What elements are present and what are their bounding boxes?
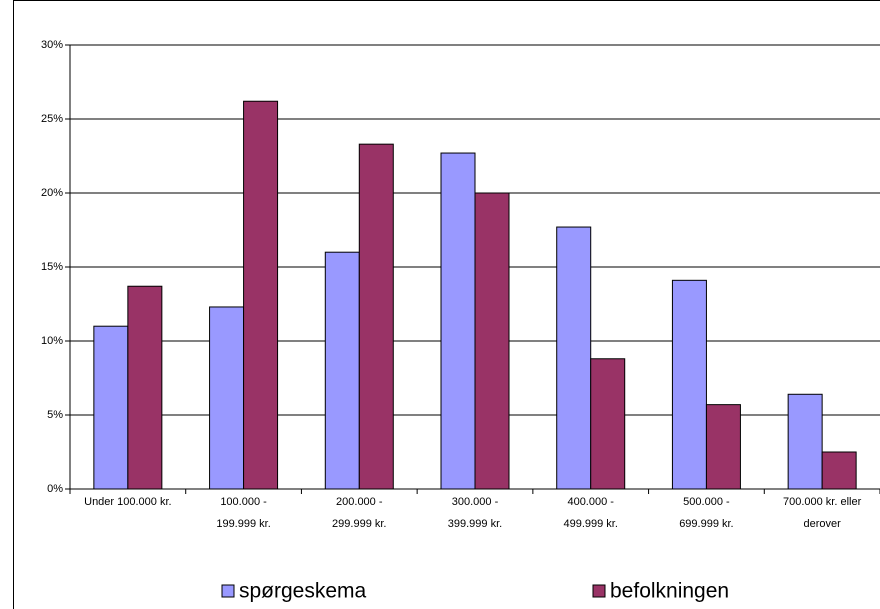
y-tick-label: 15% xyxy=(41,261,63,273)
bar xyxy=(821,451,857,490)
y-tick-label: 25% xyxy=(41,113,63,125)
x-tick-label: Under 100.000 kr. xyxy=(84,496,172,508)
bar xyxy=(358,143,394,490)
legend-swatch xyxy=(221,584,235,598)
y-tick-label: 10% xyxy=(41,335,63,347)
x-tick-label: 200.000 - 299.999 kr. xyxy=(332,496,387,530)
bar xyxy=(209,306,245,490)
bar xyxy=(93,325,129,490)
bar xyxy=(243,100,279,490)
x-tick-label: 700.000 kr. eller derover xyxy=(782,496,862,530)
x-tick-label: 500.000 - 699.999 kr. xyxy=(679,496,734,530)
x-tick-label: 400.000 - 499.999 kr. xyxy=(563,496,618,530)
bar xyxy=(787,393,823,490)
y-tick-label: 0% xyxy=(47,483,63,495)
bar xyxy=(440,152,476,490)
bar xyxy=(474,192,510,490)
x-tick-label: 300.000 - 399.999 kr. xyxy=(447,496,503,530)
legend-label: befolkningen xyxy=(610,580,729,603)
chart-frame xyxy=(13,0,880,609)
y-tick-label: 20% xyxy=(41,187,63,199)
bar xyxy=(590,358,626,490)
legend-swatch xyxy=(592,584,606,598)
bar xyxy=(556,226,592,490)
legend-label: spørgeskema xyxy=(239,580,367,603)
bar xyxy=(671,279,707,490)
y-tick-label: 30% xyxy=(41,39,63,51)
bar xyxy=(324,251,360,490)
bar xyxy=(705,404,741,490)
bar xyxy=(127,285,163,490)
x-tick-label: 100.000 - 199.999 kr. xyxy=(216,496,271,530)
y-tick-label: 5% xyxy=(47,409,63,421)
